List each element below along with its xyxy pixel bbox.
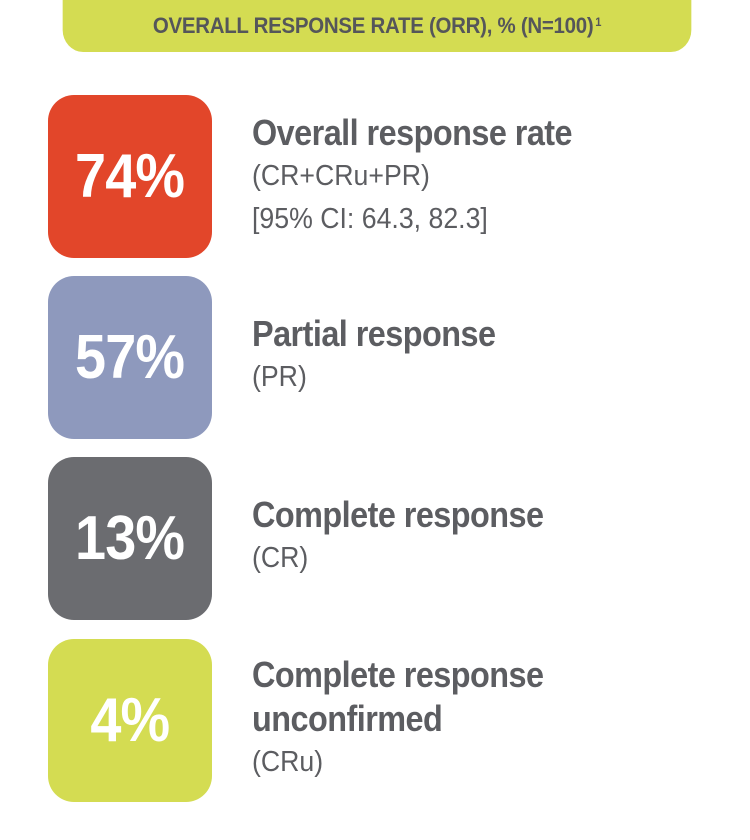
row-title-cru-line1: Complete response bbox=[252, 654, 544, 695]
description-orr: Overall response rate (CR+CRu+PR) [95% C… bbox=[252, 111, 712, 241]
chart-title: OVERALL RESPONSE RATE (ORR), % (N=100) bbox=[152, 13, 594, 38]
value-label-cru: 4% bbox=[90, 686, 171, 755]
row-subtitle-orr: (CR+CRu+PR) bbox=[252, 160, 430, 192]
row-subtitle-cru: (CRu) bbox=[252, 746, 324, 778]
value-box-cru: 4% bbox=[48, 639, 212, 802]
response-row-orr: 74% Overall response rate (CR+CRu+PR) [9… bbox=[48, 95, 708, 258]
value-box-cr: 13% bbox=[48, 457, 212, 620]
description-cr: Complete response (CR) bbox=[252, 493, 712, 580]
row-subtitle-cr: (CR) bbox=[252, 542, 309, 574]
row-subtitle-pr: (PR) bbox=[252, 361, 307, 393]
description-cru: Complete response unconfirmed (CRu) bbox=[252, 653, 712, 784]
chart-header: OVERALL RESPONSE RATE (ORR), % (N=100) 1 bbox=[62, 0, 692, 52]
description-pr: Partial response (PR) bbox=[252, 312, 712, 399]
row-title-pr: Partial response bbox=[252, 313, 496, 354]
response-row-cru: 4% Complete response unconfirmed (CRu) bbox=[48, 639, 708, 802]
title-footnote: 1 bbox=[595, 15, 602, 29]
response-row-cr: 13% Complete response (CR) bbox=[48, 457, 708, 620]
row-title-cr: Complete response bbox=[252, 494, 544, 535]
value-label-cr: 13% bbox=[75, 504, 186, 573]
value-label-orr: 74% bbox=[75, 142, 186, 211]
row-title-cru-line2: unconfirmed bbox=[252, 698, 443, 739]
value-label-pr: 57% bbox=[75, 323, 186, 392]
row-ci-orr: [95% CI: 64.3, 82.3] bbox=[252, 203, 488, 235]
value-box-pr: 57% bbox=[48, 276, 212, 439]
response-row-pr: 57% Partial response (PR) bbox=[48, 276, 708, 439]
row-title-orr: Overall response rate bbox=[252, 112, 573, 153]
value-box-orr: 74% bbox=[48, 95, 212, 258]
